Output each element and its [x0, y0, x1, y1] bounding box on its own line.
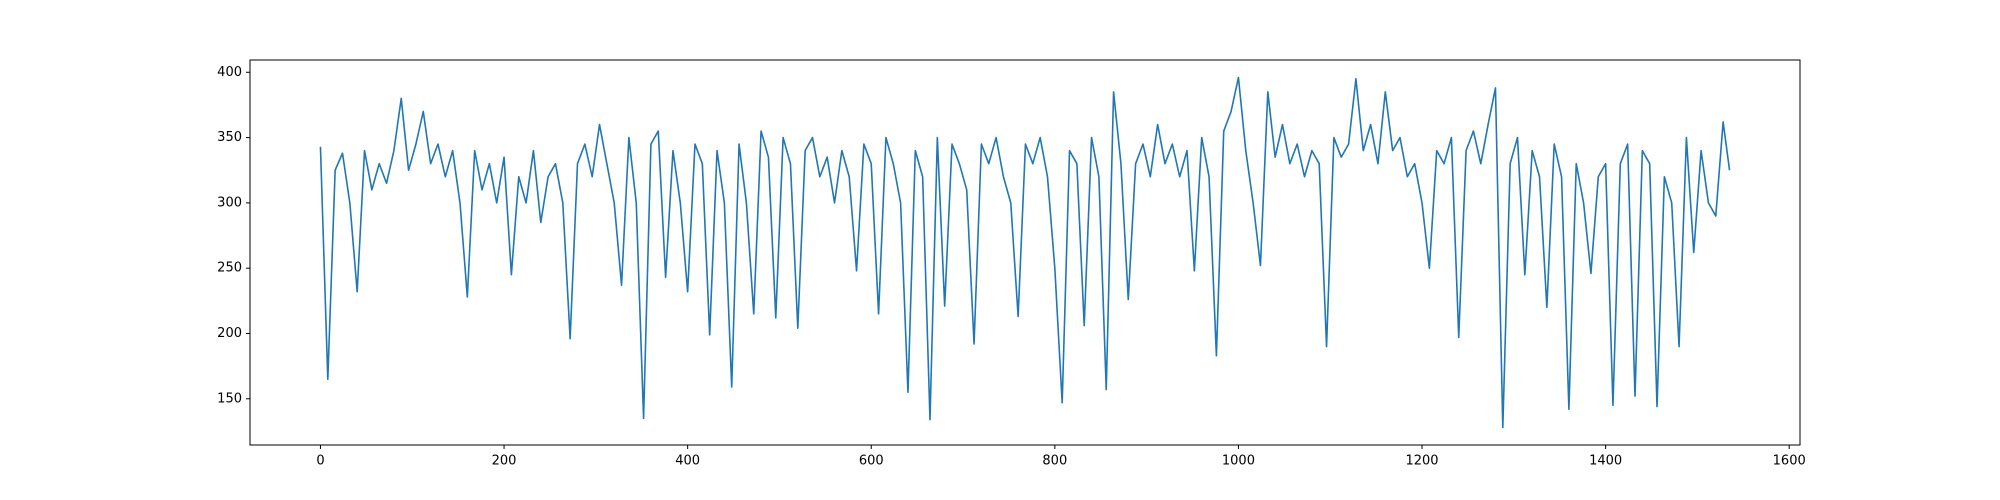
y-tick-label: 250	[217, 261, 242, 276]
x-tick-label: 1600	[1773, 454, 1806, 469]
x-tick-label: 1200	[1405, 454, 1438, 469]
x-tick-label: 800	[1042, 454, 1067, 469]
y-tick-label: 400	[217, 65, 242, 80]
y-tick-label: 350	[217, 130, 242, 145]
x-tick-label: 600	[859, 454, 884, 469]
x-tick-label: 1000	[1222, 454, 1255, 469]
x-tick-label: 200	[492, 454, 517, 469]
plot-frame	[249, 59, 1801, 446]
x-tick-label: 400	[675, 454, 700, 469]
data-line	[319, 76, 1731, 429]
x-tick-label: 1400	[1589, 454, 1622, 469]
x-tick-label: 0	[316, 454, 324, 469]
y-tick-label: 150	[217, 391, 242, 406]
y-tick-label: 300	[217, 195, 242, 210]
y-tick-label: 200	[217, 326, 242, 341]
